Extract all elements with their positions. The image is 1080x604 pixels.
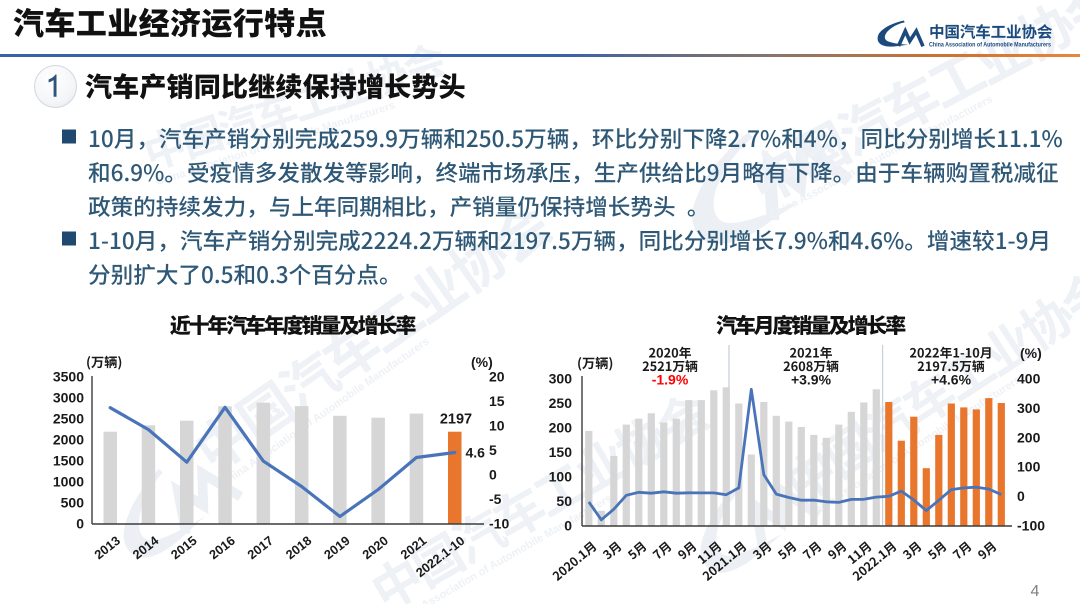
svg-text:400: 400 <box>1017 371 1041 387</box>
svg-text:100: 100 <box>549 469 573 485</box>
svg-text:20: 20 <box>489 369 505 385</box>
svg-text:5: 5 <box>489 442 497 458</box>
svg-text:1500: 1500 <box>53 453 84 469</box>
svg-text:(%): (%) <box>1020 345 1042 361</box>
svg-text:3500: 3500 <box>53 369 84 385</box>
svg-text:-100: -100 <box>1017 518 1045 534</box>
svg-text:500: 500 <box>61 495 85 511</box>
svg-text:300: 300 <box>1017 400 1041 416</box>
svg-text:2500: 2500 <box>53 411 84 427</box>
svg-text:50: 50 <box>556 493 572 509</box>
svg-text:+3.9%: +3.9% <box>791 372 832 388</box>
svg-text:4.6: 4.6 <box>466 445 486 461</box>
svg-text:150: 150 <box>549 444 573 460</box>
svg-text:1000: 1000 <box>53 474 84 490</box>
svg-text:300: 300 <box>549 371 573 387</box>
svg-text:100: 100 <box>1017 459 1041 475</box>
svg-text:2000: 2000 <box>53 432 84 448</box>
svg-text:-1.9%: -1.9% <box>652 372 689 388</box>
svg-text:0: 0 <box>489 467 497 483</box>
svg-text:+4.6%: +4.6% <box>931 372 972 388</box>
svg-text:-10: -10 <box>489 516 509 532</box>
svg-text:-5: -5 <box>489 491 502 507</box>
svg-text:200: 200 <box>1017 429 1041 445</box>
svg-text:0: 0 <box>564 518 572 534</box>
svg-text:10: 10 <box>489 418 505 434</box>
svg-text:250: 250 <box>549 395 573 411</box>
svg-text:China Association of Automobil: China Association of Automobile Manufact… <box>929 42 1052 49</box>
svg-text:(%): (%) <box>471 354 493 370</box>
svg-text:15: 15 <box>489 393 505 409</box>
svg-text:0: 0 <box>1017 488 1025 504</box>
svg-text:200: 200 <box>549 420 573 436</box>
svg-text:3000: 3000 <box>53 390 84 406</box>
svg-text:4: 4 <box>1031 583 1040 600</box>
svg-text:2197: 2197 <box>440 412 472 428</box>
svg-text:0: 0 <box>76 516 84 532</box>
